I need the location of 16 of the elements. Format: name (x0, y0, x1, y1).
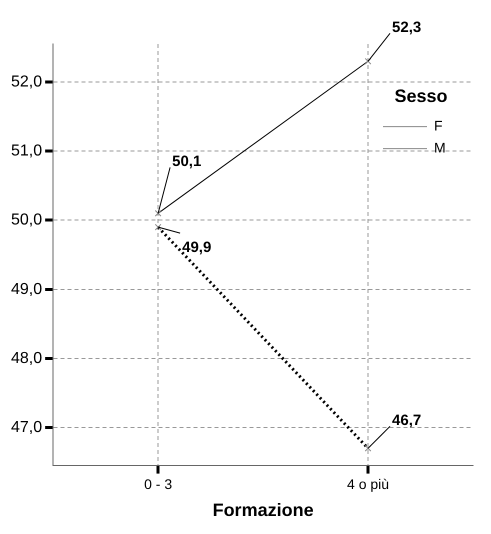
data-label: 46,7 (392, 412, 422, 429)
y-tick-label: 51,0 (11, 142, 42, 160)
y-tick-label: 48,0 (11, 350, 42, 367)
data-label: 52,3 (392, 18, 422, 36)
data-label: 49,9 (182, 238, 212, 256)
x-tick-label: 0 - 3 (144, 476, 172, 492)
legend-label: F (434, 117, 443, 134)
x-tick-label: 4 o più (347, 476, 390, 492)
y-tick-label: 52,0 (11, 73, 42, 90)
x-axis-title: Formazione (212, 500, 314, 520)
y-tick-label: 47,0 (11, 418, 42, 436)
y-tick-label: 49,0 (11, 280, 42, 298)
data-label: 50,1 (172, 152, 202, 170)
y-tick-label: 50,0 (11, 212, 42, 229)
legend-title: Sesso (394, 86, 448, 106)
legend-label: M (434, 139, 446, 156)
